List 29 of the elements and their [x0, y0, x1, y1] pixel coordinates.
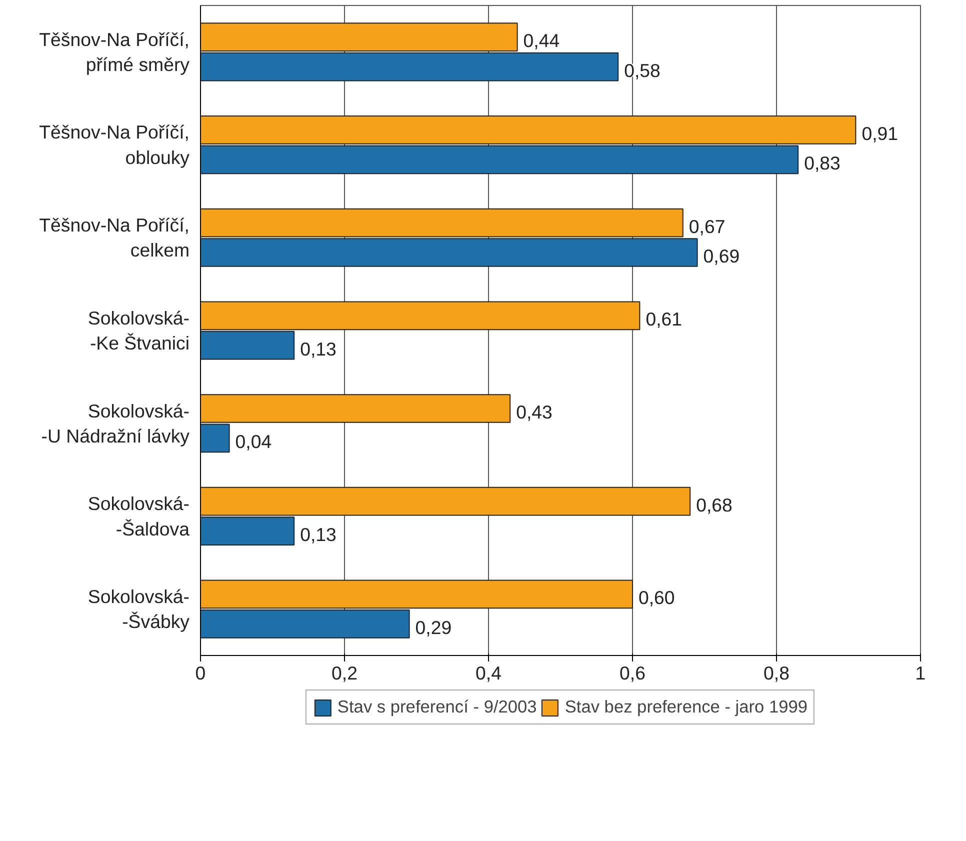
data-label: 0,13	[300, 524, 336, 546]
data-label: 0,29	[415, 616, 452, 638]
data-label: 0,91	[862, 122, 898, 144]
y-tick-label: Těšnov-Na Poříčí, oblouky	[39, 122, 190, 168]
y-tick-label: Sokolovská- -Ke Štvanici	[88, 307, 190, 354]
y-tick-label: Sokolovská- -Šaldova	[88, 493, 190, 540]
data-label: 0,83	[804, 152, 840, 174]
legend-label: Stav s preferencí - 9/2003	[337, 696, 537, 718]
data-label: 0,61	[646, 308, 682, 330]
x-tick-label: 0,8	[764, 662, 790, 684]
y-tick-label: Sokolovská- -Švábky	[88, 586, 190, 632]
data-label: 0,13	[300, 338, 336, 360]
data-label: 0,44	[523, 30, 560, 52]
x-tick-label: 0	[195, 662, 206, 684]
legend-label: Stav bez preference - jaro 1999	[564, 696, 808, 718]
x-tick-label: 0,4	[476, 662, 502, 684]
data-label: 0,67	[688, 216, 726, 237]
data-label: 0,60	[638, 587, 675, 608]
y-tick-label: Sokolovská- -U Nádražní lávky	[41, 400, 190, 446]
x-tick-label: 0,2	[332, 662, 358, 684]
data-label: 0,68	[696, 494, 732, 516]
y-tick-label: Těšnov-Na Poříčí, celkem	[39, 214, 190, 261]
data-label: 0,43	[516, 402, 552, 422]
x-tick-label: 1	[915, 662, 926, 684]
data-label: 0,04	[235, 431, 272, 452]
data-label: 0,58	[624, 60, 660, 81]
data-label: 0,69	[703, 246, 740, 266]
y-tick-label: Těšnov-Na Poříčí, přímé směry	[39, 28, 190, 76]
x-tick-label: 0,6	[620, 662, 646, 684]
